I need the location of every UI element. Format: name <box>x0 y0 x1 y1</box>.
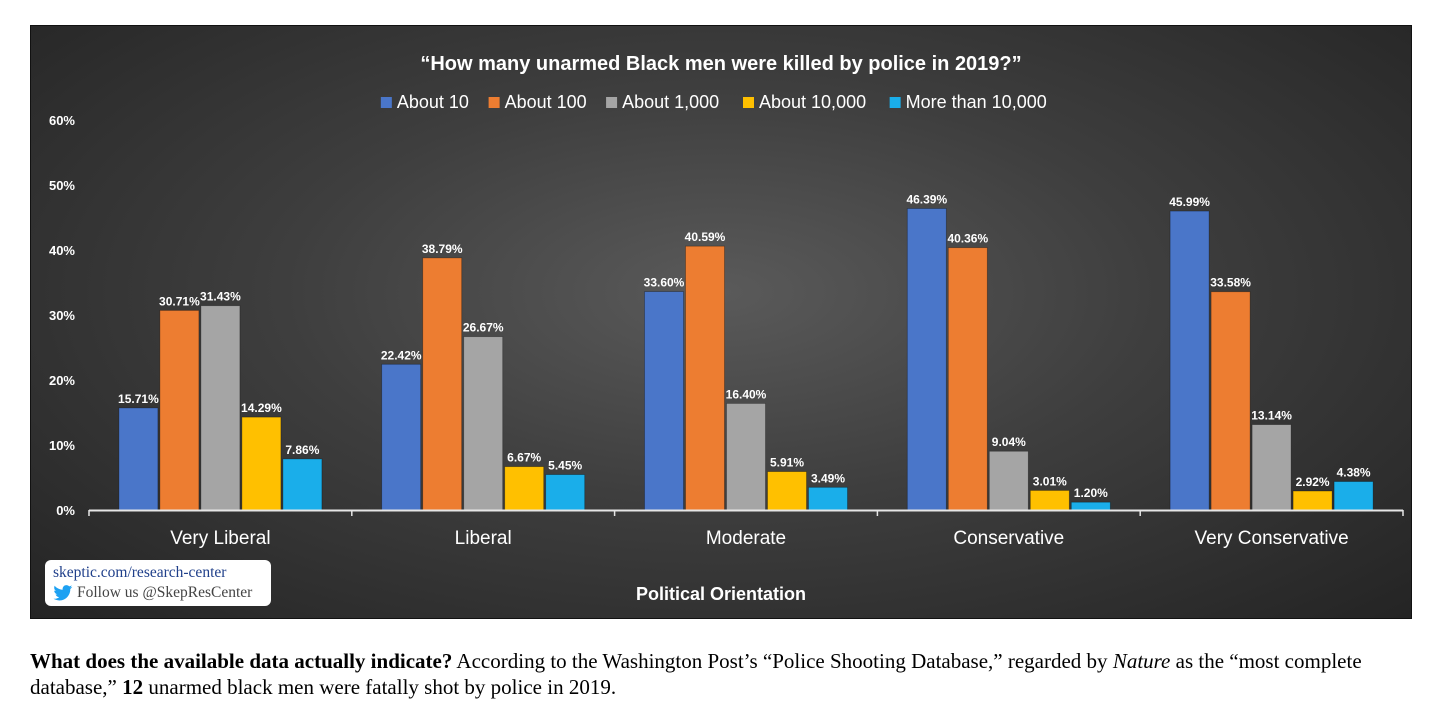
bar <box>808 486 848 511</box>
bar <box>282 458 323 511</box>
y-axis: 0% 10% 20% 30% 40% 50% 60% <box>49 113 75 518</box>
chart-title: “How many unarmed Black men were killed … <box>420 53 1021 75</box>
bar <box>767 471 807 511</box>
legend-swatch <box>380 97 392 108</box>
category-label: Conservative <box>953 528 1064 549</box>
data-label: 45.99% <box>1169 195 1210 209</box>
data-label: 1.20% <box>1074 486 1108 500</box>
bar <box>988 450 1029 511</box>
legend-swatch <box>743 97 754 108</box>
data-label: 15.71% <box>118 392 159 406</box>
data-label: 5.91% <box>770 456 804 470</box>
bar <box>1210 291 1251 511</box>
category-label: Liberal <box>455 528 512 549</box>
data-labels-group: 15.71% 30.71% 31.43% 14.29% 7.86% 22.42% 38.79… <box>118 192 1371 500</box>
caption-text-3: unarmed black men were fatally shot by p… <box>143 675 617 699</box>
data-label: 33.60% <box>644 276 685 290</box>
legend-label: About 100 <box>505 92 587 112</box>
website-link[interactable]: skeptic.com/research-center <box>53 564 227 581</box>
data-label: 22.42% <box>381 348 422 362</box>
bar <box>545 474 586 511</box>
bar <box>159 309 200 511</box>
category-label: Moderate <box>706 528 786 549</box>
source-badge: skeptic.com/research-center Follow us @S… <box>45 560 271 606</box>
bar <box>463 336 504 511</box>
caption-text-2: as the “most complete database,” <box>30 649 1362 699</box>
data-label: 2.92% <box>1296 475 1330 489</box>
chart-panel: “How many unarmed Black men were killed … <box>30 25 1412 619</box>
caption-italic: Nature <box>1112 649 1171 673</box>
chart-svg: “How many unarmed Black men were killed … <box>49 53 1404 604</box>
data-label: 26.67% <box>463 321 504 335</box>
y-tick-label: 20% <box>49 373 75 388</box>
bar <box>118 407 159 511</box>
y-tick-label: 60% <box>49 113 75 128</box>
data-label: 38.79% <box>422 242 463 256</box>
y-tick-label: 30% <box>49 308 75 323</box>
bar <box>381 363 422 511</box>
legend-label: About 1,000 <box>622 92 719 112</box>
bar <box>504 466 545 511</box>
follow-line: Follow us @SkepResCenter <box>53 583 263 603</box>
y-tick-label: 40% <box>49 243 75 258</box>
data-label: 13.14% <box>1251 409 1292 423</box>
data-label: 33.58% <box>1210 276 1251 290</box>
data-label: 6.67% <box>507 451 541 465</box>
y-tick-label: 10% <box>49 438 75 453</box>
data-label: 5.45% <box>548 459 582 473</box>
bar <box>947 247 988 511</box>
legend-label: More than 10,000 <box>906 92 1047 112</box>
data-label: 4.38% <box>1337 466 1371 480</box>
data-label: 7.86% <box>285 443 319 457</box>
data-label: 14.29% <box>241 401 282 415</box>
caption-text-1: According to the Washington Post’s “Poli… <box>452 649 1113 673</box>
bar <box>1292 490 1333 511</box>
bar <box>241 416 282 511</box>
legend-label: About 10 <box>397 92 469 112</box>
bars-group <box>118 208 1374 511</box>
category-label: Very Conservative <box>1195 528 1349 549</box>
twitter-bird-icon <box>53 585 73 601</box>
data-label: 40.59% <box>685 230 726 244</box>
legend-swatch <box>889 97 901 108</box>
data-label: 16.40% <box>726 387 767 401</box>
legend-swatch <box>488 97 500 108</box>
x-axis: Very Liberal Liberal Moderate Conservative V… <box>88 509 1404 549</box>
data-label: 30.71% <box>159 294 200 308</box>
bar <box>1251 424 1292 511</box>
bar <box>1070 501 1111 511</box>
data-label: 9.04% <box>992 435 1026 449</box>
bar <box>1169 210 1210 511</box>
x-axis-title: Political Orientation <box>636 584 806 604</box>
caption-lead: What does the available data actually in… <box>30 649 453 673</box>
y-tick-label: 50% <box>49 178 75 193</box>
bar <box>644 291 684 511</box>
y-tick-label: 0% <box>56 503 75 518</box>
data-label: 46.39% <box>906 192 947 206</box>
bar <box>906 208 947 511</box>
bar <box>1333 481 1374 511</box>
legend-swatch <box>606 97 618 108</box>
bar <box>422 257 463 511</box>
caption-number: 12 <box>122 675 144 699</box>
bar <box>726 402 766 511</box>
data-label: 40.36% <box>947 232 988 246</box>
data-label: 3.01% <box>1033 474 1067 488</box>
twitter-handle[interactable]: Follow us @SkepResCenter <box>77 584 253 601</box>
category-label: Very Liberal <box>170 528 270 549</box>
legend: About 10 About 100 About 1,000 About 10,000… <box>380 92 1047 112</box>
data-label: 31.43% <box>200 290 241 304</box>
legend-label: About 10,000 <box>759 92 866 112</box>
caption-paragraph: What does the available data actually in… <box>30 648 1430 700</box>
bar <box>685 245 725 511</box>
bar <box>200 305 241 511</box>
data-label: 3.49% <box>811 471 845 485</box>
bar <box>1029 490 1070 511</box>
